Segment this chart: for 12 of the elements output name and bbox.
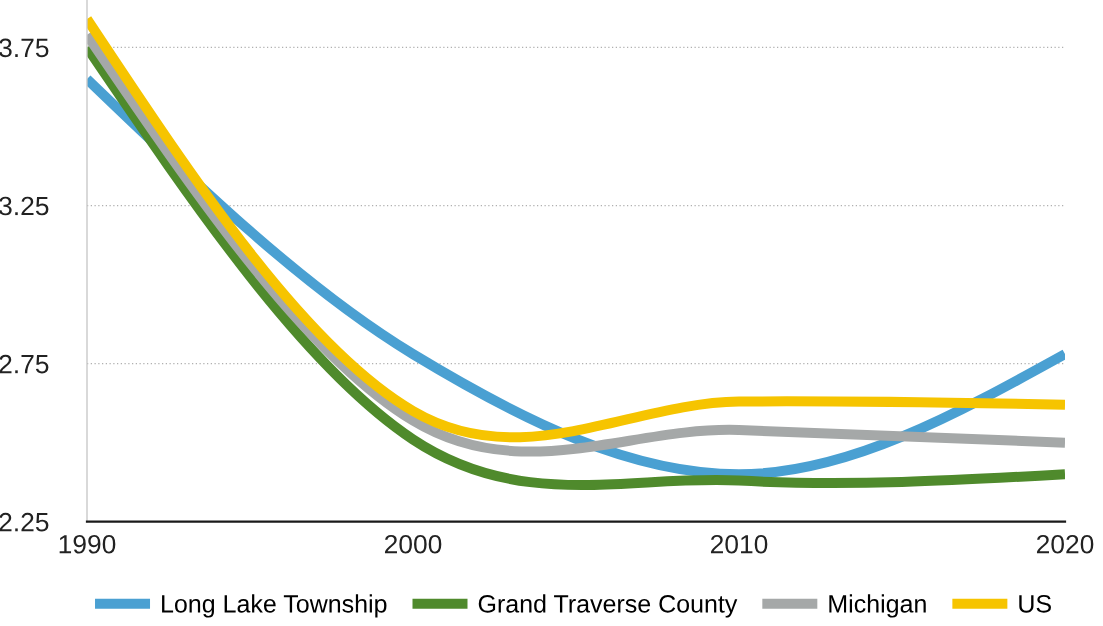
y-tick-label: 3.25 — [0, 196, 49, 216]
legend-label: US — [1019, 594, 1051, 613]
x-tick-label: 1990 — [59, 534, 116, 554]
x-tick-label: 2000 — [384, 534, 442, 554]
legend-label: Michigan — [829, 594, 926, 618]
y-tick-label: 2.25 — [0, 512, 49, 532]
y-tick-label: 3.75 — [0, 38, 49, 58]
legend-label: Long Lake Township — [162, 594, 387, 618]
y-tick-label: 2.75 — [0, 354, 49, 374]
legend-label: Grand Traverse County — [478, 594, 738, 618]
x-tick-label: 2010 — [710, 534, 768, 554]
x-tick-label: 2020 — [1036, 534, 1094, 554]
